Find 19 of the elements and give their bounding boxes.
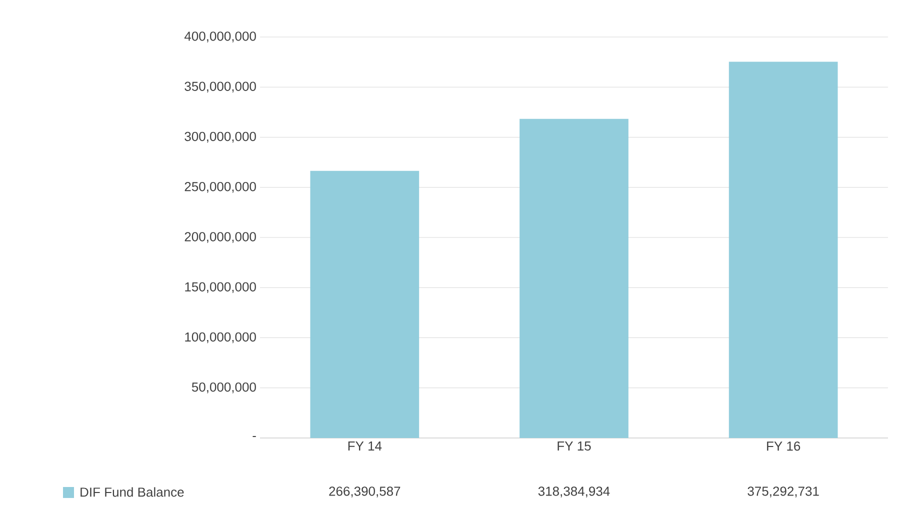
- y-tick-label: -: [252, 436, 256, 438]
- y-tick-label: 50,000,000: [192, 382, 256, 394]
- y-tick-label: 400,000,000: [184, 32, 256, 42]
- y-tick-label: 300,000,000: [184, 132, 256, 143]
- legend-label: DIF Fund Balance: [80, 487, 184, 497]
- y-tick-label: 350,000,000: [184, 82, 256, 92]
- y-tick-label: 200,000,000: [184, 232, 256, 243]
- y-tick-label: 100,000,000: [185, 332, 256, 344]
- y-tick-label: 150,000,000: [185, 282, 256, 293]
- data-label: 318,384,934: [538, 486, 610, 498]
- bar: [728, 62, 838, 438]
- y-tick-label: 250,000,000: [184, 182, 256, 193]
- x-tick-label: FY 16: [767, 442, 800, 451]
- bar: [310, 170, 420, 438]
- x-tick-label: FY 14: [348, 442, 382, 450]
- data-label: 375,292,731: [748, 486, 819, 498]
- data-label: 266,390,587: [329, 486, 400, 498]
- x-tick-label: FY 15: [558, 442, 591, 451]
- bar: [520, 118, 628, 438]
